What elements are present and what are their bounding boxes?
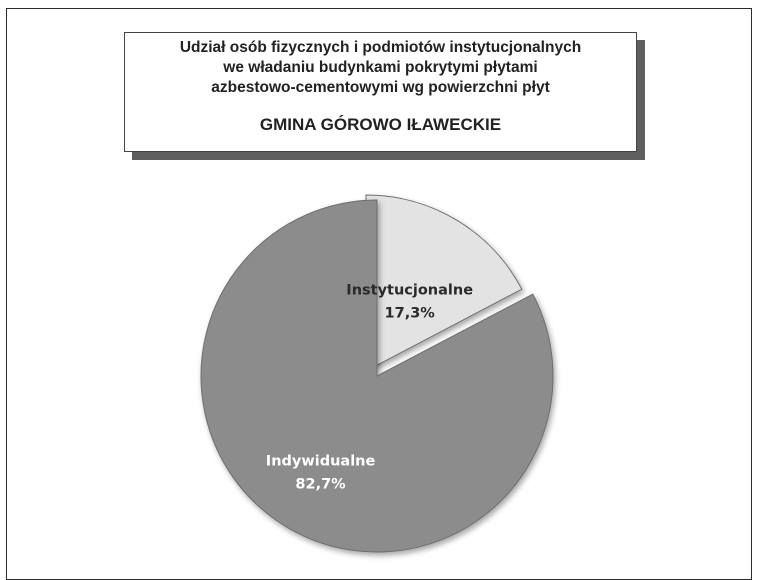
chart-title-box: Udział osób fizycznych i podmiotów insty…	[124, 32, 637, 152]
chart-title-line-1: Udział osób fizycznych i podmiotów insty…	[179, 39, 582, 56]
slice-label-indywidualne: Indywidualne	[266, 453, 376, 469]
pie-slice-instytucjonalne	[365, 194, 523, 372]
chart-title-line-3: azbestowo-cementowymi wg powierzchni pły…	[211, 79, 550, 96]
chart-title-line-2: we władaniu budynkami pokrytymi płytami	[223, 59, 538, 76]
slice-value-instytucjonalne: 17,3%	[385, 306, 436, 322]
chart-subtitle: GMINA GÓROWO IŁAWECKIE	[259, 115, 502, 134]
slice-label-instytucjonalne: Instytucjonalne	[346, 283, 473, 299]
pie-slice-indywidualne	[200, 199, 554, 553]
chart-title: Udział osób fizycznych i podmiotów insty…	[125, 33, 636, 98]
slice-value-indywidualne: 82,7%	[295, 476, 346, 492]
